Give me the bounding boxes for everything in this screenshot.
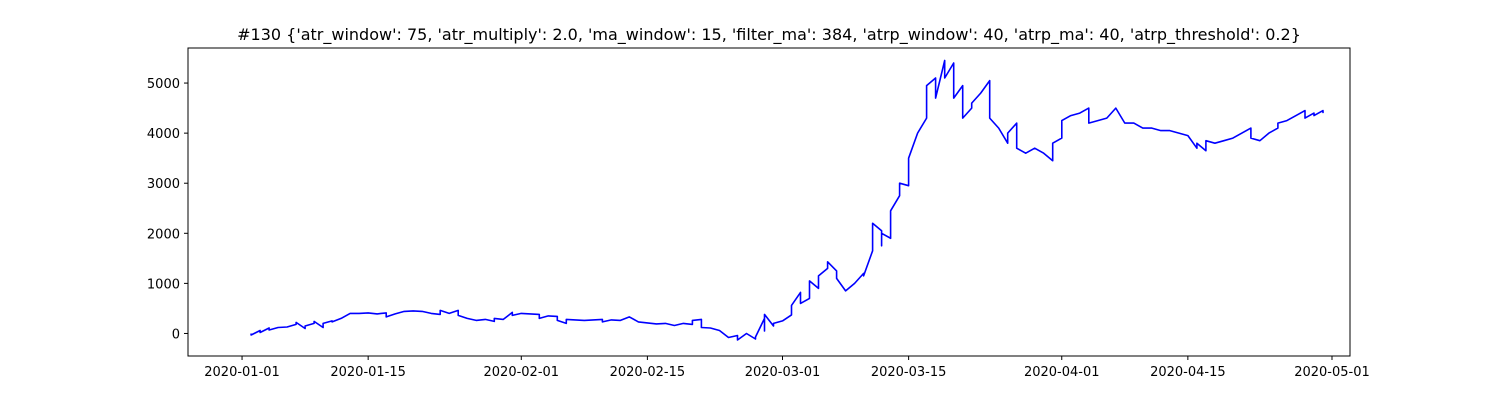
y-axis-ticks: 0 1000 2000 3000 4000 5000 (147, 77, 188, 342)
y-tick-label: 5000 (147, 77, 180, 92)
x-tick-label: 2020-04-01 (1024, 365, 1100, 380)
x-tick-label: 2020-03-15 (871, 365, 947, 380)
y-tick-label: 3000 (147, 177, 180, 192)
series-layer (250, 59, 1324, 341)
x-axis-ticks: 2020-01-01 2020-01-15 2020-02-01 2020-02-15… (204, 356, 1370, 380)
plot-frame (187, 47, 1351, 357)
series-line (250, 59, 1324, 341)
x-tick-label: 2020-03-01 (745, 365, 821, 380)
x-tick-label: 2020-02-01 (484, 365, 560, 380)
y-tick-label: 4000 (147, 127, 180, 142)
y-tick-label: 2000 (147, 227, 180, 242)
chart-title: #130 {'atr_window': 75, 'atr_multiply': … (237, 25, 1301, 45)
x-tick-label: 2020-01-15 (330, 365, 406, 380)
y-tick-label: 0 (172, 327, 180, 342)
x-tick-label: 2020-05-01 (1294, 365, 1370, 380)
x-tick-label: 2020-04-15 (1150, 365, 1226, 380)
x-tick-label: 2020-01-01 (204, 365, 280, 380)
x-tick-label: 2020-02-15 (610, 365, 686, 380)
y-tick-label: 1000 (147, 277, 180, 292)
